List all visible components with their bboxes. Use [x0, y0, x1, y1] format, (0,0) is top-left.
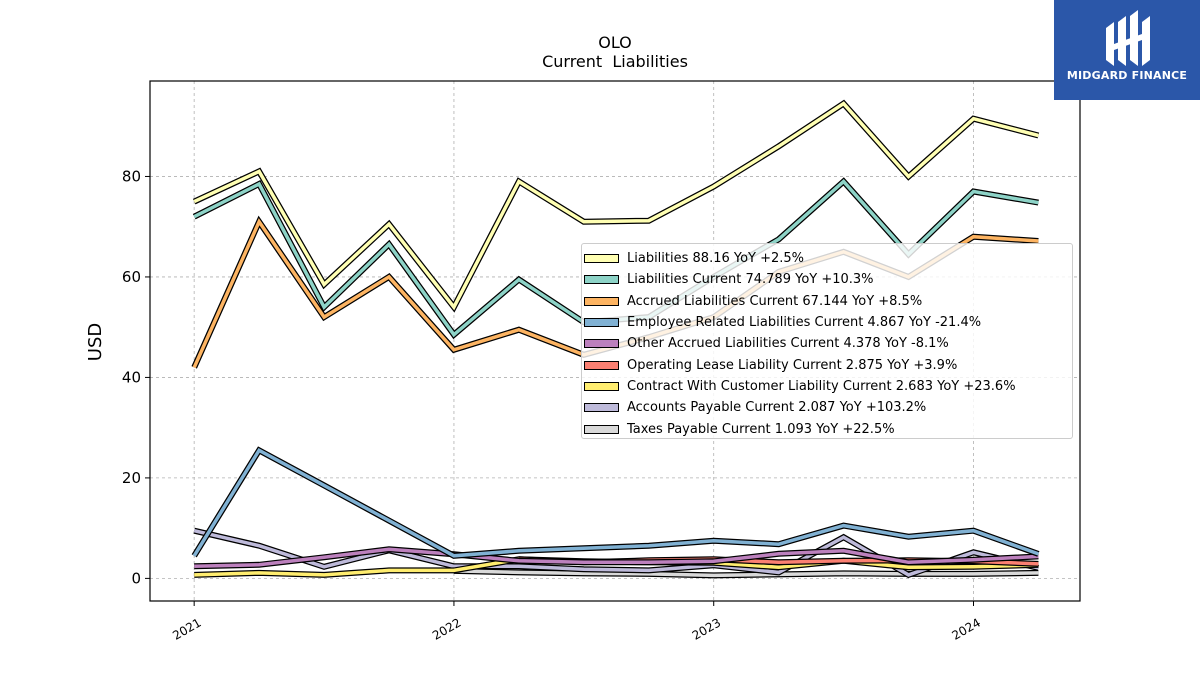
chart-title: OLO — [598, 33, 632, 52]
legend-swatch — [584, 403, 619, 413]
series-employee-related-liabilities-current — [191, 446, 1040, 559]
legend-label: Liabilities 88.16 YoY +2.5% — [627, 251, 805, 267]
legend-item: Taxes Payable Current 1.093 YoY +22.5% — [584, 418, 1072, 439]
legend-swatch — [584, 296, 619, 306]
legend-label: Other Accrued Liabilities Current 4.378 … — [627, 336, 949, 352]
legend-swatch — [584, 339, 619, 349]
series-line — [192, 447, 1039, 558]
x-tick-label: 2024 — [950, 615, 983, 642]
chart-subtitle: Current Liabilities — [542, 52, 688, 71]
legend-label: Taxes Payable Current 1.093 YoY +22.5% — [627, 421, 895, 437]
legend-label: Accounts Payable Current 2.087 YoY +103.… — [627, 400, 927, 416]
x-tick-label: 2023 — [690, 615, 723, 642]
plot-area-frame — [149, 80, 1081, 602]
y-axis-label: USD — [85, 323, 106, 361]
legend-item: Accounts Payable Current 2.087 YoY +103.… — [584, 397, 1072, 418]
legend-item: Operating Lease Liability Current 2.875 … — [584, 354, 1072, 375]
y-tick-label: 80 — [122, 167, 141, 185]
legend-swatch — [584, 275, 619, 285]
legend-item: Contract With Customer Liability Current… — [584, 376, 1072, 397]
x-tick-label: 2021 — [170, 615, 203, 642]
legend-label: Employee Related Liabilities Current 4.8… — [627, 315, 982, 331]
legend-item: Liabilities Current 74.789 YoY +10.3% — [584, 269, 1072, 290]
x-tick-label: 2022 — [430, 615, 463, 642]
legend-swatch — [584, 318, 619, 328]
series-other-accrued-liabilities-current — [194, 546, 1039, 570]
legend-label: Operating Lease Liability Current 2.875 … — [627, 357, 958, 373]
legend-swatch — [584, 424, 619, 434]
legend-label: Contract With Customer Liability Current… — [627, 378, 1016, 394]
legend-swatch — [584, 381, 619, 391]
midgard-logo-icon — [1106, 10, 1150, 66]
series-line — [453, 569, 1039, 578]
legend-item: Liabilities 88.16 YoY +2.5% — [584, 248, 1072, 269]
legend-swatch — [584, 254, 619, 264]
y-tick-label: 40 — [122, 368, 141, 386]
legend-item: Other Accrued Liabilities Current 4.378 … — [584, 333, 1072, 354]
y-tick-label: 0 — [131, 569, 141, 587]
brand-name: MIDGARD FINANCE — [1066, 69, 1188, 82]
legend-item: Employee Related Liabilities Current 4.8… — [584, 312, 1072, 333]
series-line-outline — [191, 446, 1040, 559]
series-line — [193, 101, 1039, 311]
legend-item: Accrued Liabilities Current 67.144 YoY +… — [584, 291, 1072, 312]
y-tick-label: 20 — [122, 469, 141, 487]
y-tick-label: 60 — [122, 268, 141, 286]
brand-logo: MIDGARD FINANCE — [1054, 0, 1200, 100]
legend-swatch — [584, 360, 619, 370]
series-taxes-payable-current — [453, 567, 1039, 579]
series-liabilities — [192, 99, 1040, 313]
legend-label: Accrued Liabilities Current 67.144 YoY +… — [627, 293, 923, 309]
legend-label: Liabilities Current 74.789 YoY +10.3% — [627, 272, 874, 288]
series-line — [194, 547, 1039, 569]
legend: Liabilities 88.16 YoY +2.5% Liabilities C… — [581, 243, 1073, 439]
series-lines — [191, 99, 1040, 579]
